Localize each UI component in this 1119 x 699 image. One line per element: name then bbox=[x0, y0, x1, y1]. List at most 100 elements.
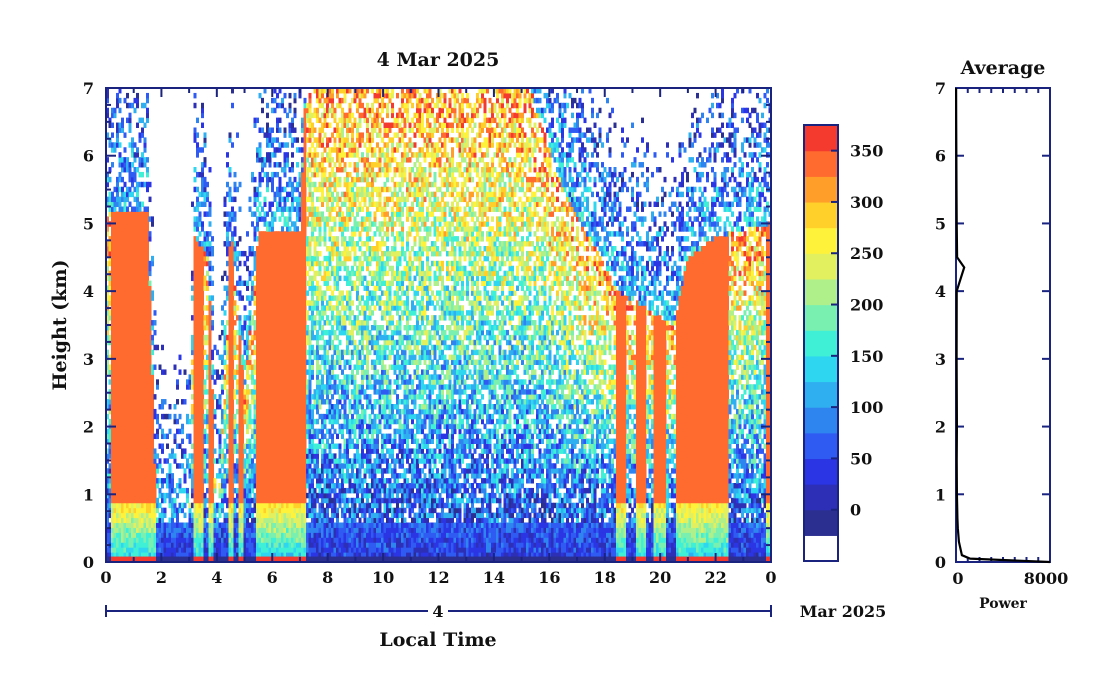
heatmap-cell bbox=[193, 384, 197, 390]
heatmap-cell bbox=[261, 517, 264, 523]
heatmap-cell bbox=[288, 181, 292, 188]
heatmap-cell bbox=[208, 532, 212, 538]
heatmap-cell bbox=[298, 206, 302, 212]
heatmap-cell bbox=[266, 211, 269, 217]
heatmap-cell bbox=[303, 384, 307, 390]
heatmap-cell bbox=[256, 374, 259, 380]
heatmap-cell bbox=[138, 399, 142, 405]
heatmap-cell bbox=[201, 423, 204, 430]
heatmap-cell bbox=[268, 176, 272, 183]
heatmap-cell bbox=[188, 374, 192, 380]
heatmap-cell bbox=[151, 216, 154, 222]
heatmap-cell bbox=[138, 418, 142, 425]
heatmap-cell bbox=[191, 483, 194, 489]
heatmap-cell bbox=[243, 325, 247, 331]
heatmap-cell bbox=[256, 468, 259, 474]
heatmap-cell bbox=[241, 552, 244, 558]
heatmap-cell bbox=[293, 547, 297, 553]
heatmap-cell bbox=[228, 507, 232, 514]
heatmap-cell bbox=[141, 162, 144, 168]
heatmap-cell bbox=[281, 522, 284, 528]
heatmap-cell bbox=[221, 453, 224, 459]
heatmap-cell bbox=[136, 483, 139, 489]
heatmap-cell bbox=[283, 167, 287, 173]
heatmap-cell bbox=[201, 201, 204, 207]
heatmap-cell bbox=[206, 433, 209, 440]
heatmap-cell bbox=[213, 483, 217, 489]
heatmap-cell bbox=[143, 463, 147, 469]
heatmap-cell bbox=[296, 483, 299, 489]
heatmap-cell bbox=[308, 246, 312, 252]
heatmap-cell bbox=[196, 310, 199, 316]
heatmap-cell bbox=[143, 492, 147, 499]
heatmap-cell bbox=[108, 369, 112, 375]
heatmap-cell bbox=[303, 537, 307, 543]
heatmap-cell bbox=[296, 389, 299, 395]
heatmap-cell bbox=[288, 354, 292, 361]
heatmap-cell bbox=[221, 374, 224, 380]
heatmap-cell bbox=[263, 478, 267, 484]
heatmap-cell bbox=[213, 394, 217, 400]
heatmap-cell bbox=[143, 384, 147, 390]
heatmap-cell bbox=[293, 206, 297, 212]
heatmap-cell bbox=[308, 404, 312, 410]
heatmap-cell bbox=[133, 408, 137, 415]
heatmap-cell bbox=[196, 255, 199, 262]
heatmap-cell bbox=[211, 463, 214, 469]
heatmap-cell bbox=[228, 280, 232, 286]
heatmap-cell bbox=[253, 448, 257, 454]
heatmap-cell bbox=[278, 497, 282, 504]
heatmap-cell bbox=[141, 201, 144, 207]
heatmap-cell bbox=[296, 507, 299, 514]
heatmap-cell bbox=[108, 280, 112, 286]
heatmap-cell bbox=[133, 142, 137, 148]
heatmap-cell bbox=[193, 241, 197, 247]
heatmap-cell bbox=[141, 102, 144, 109]
heatmap-cell bbox=[196, 344, 199, 351]
heatmap-cell bbox=[293, 334, 297, 341]
heatmap-cell bbox=[238, 389, 242, 395]
heatmap-cell bbox=[186, 384, 189, 390]
heatmap-cell bbox=[288, 92, 292, 99]
heatmap-cell bbox=[116, 483, 119, 489]
heatmap-cell bbox=[303, 552, 307, 558]
heatmap-cell bbox=[296, 522, 299, 528]
heatmap-cell bbox=[228, 404, 232, 410]
heatmap-cell bbox=[296, 517, 299, 523]
heatmap-cell bbox=[123, 325, 127, 331]
heatmap-cell bbox=[226, 339, 229, 346]
heatmap-cell bbox=[173, 552, 177, 558]
heatmap-cell bbox=[111, 132, 114, 138]
heatmap-cell bbox=[276, 127, 279, 133]
heatmap-cell bbox=[206, 473, 209, 479]
heatmap-cell bbox=[138, 517, 142, 523]
heatmap-cell bbox=[241, 389, 244, 395]
heatmap-cell bbox=[211, 369, 214, 375]
heatmap-cell bbox=[138, 270, 142, 277]
heatmap-cell bbox=[116, 334, 119, 341]
heatmap-cell bbox=[216, 507, 219, 514]
heatmap-cell bbox=[126, 255, 129, 262]
heatmap-cell bbox=[143, 438, 147, 444]
heatmap-cell bbox=[111, 502, 114, 509]
heatmap-cell bbox=[156, 344, 159, 351]
heatmap-cell bbox=[233, 497, 237, 504]
heatmap-cell bbox=[128, 399, 132, 405]
heatmap-cell bbox=[296, 290, 299, 296]
heatmap-cell bbox=[201, 473, 204, 479]
heatmap-cell bbox=[138, 384, 142, 390]
heatmap-cell bbox=[108, 487, 112, 494]
heatmap-cell bbox=[281, 433, 284, 440]
heatmap-cell bbox=[118, 483, 122, 489]
heatmap-cell bbox=[213, 547, 217, 553]
heatmap-cell bbox=[296, 226, 299, 232]
heatmap-cell bbox=[223, 270, 227, 277]
heatmap-cell bbox=[278, 354, 282, 361]
heatmap-cell bbox=[171, 473, 174, 479]
heatmap-cell bbox=[248, 423, 252, 430]
heatmap-cell bbox=[178, 443, 182, 449]
heatmap-cell bbox=[113, 517, 117, 523]
heatmap-cell bbox=[136, 443, 139, 449]
heatmap-cell bbox=[211, 512, 214, 519]
heatmap-cell bbox=[141, 285, 144, 291]
